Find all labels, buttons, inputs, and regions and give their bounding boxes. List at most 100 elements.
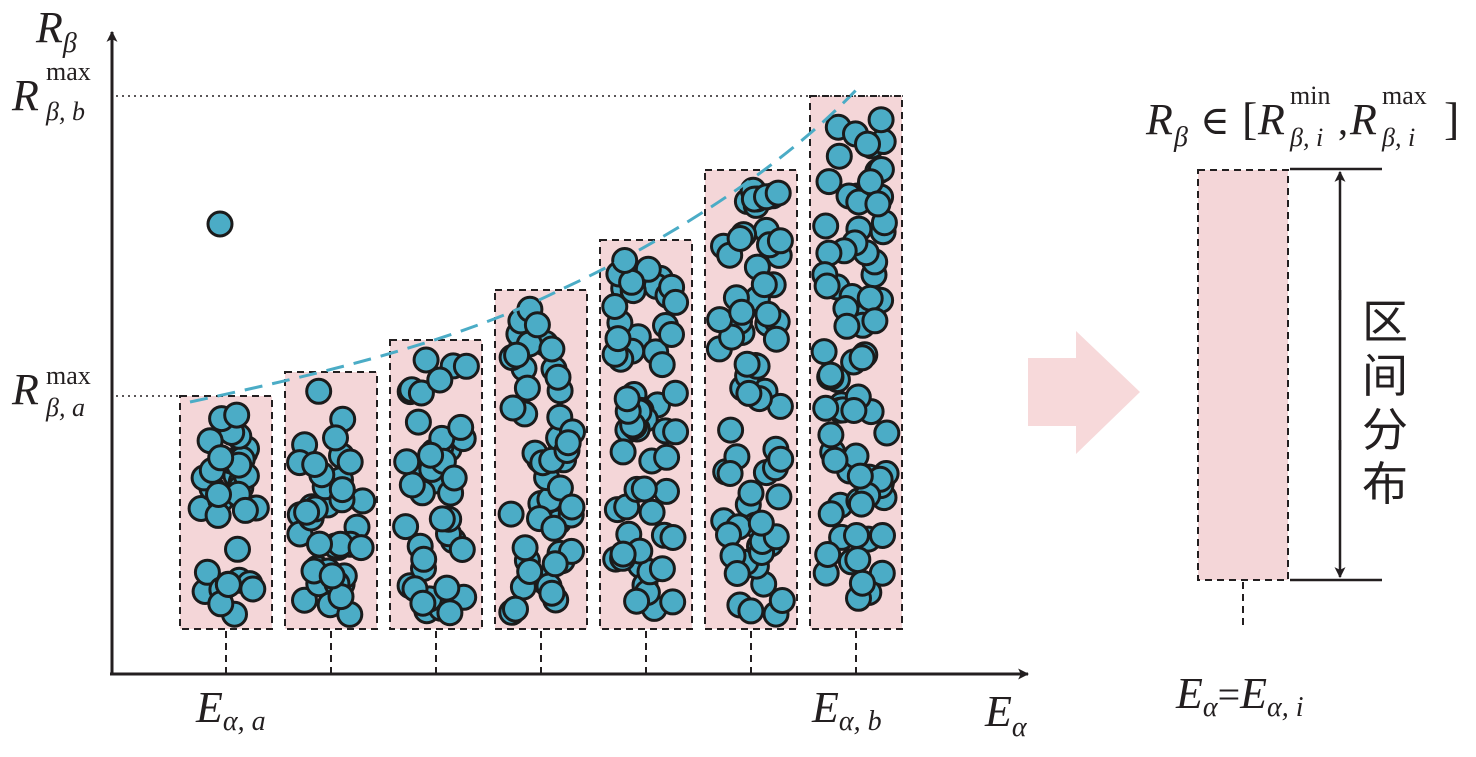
sample-point xyxy=(817,421,845,449)
sample-point xyxy=(428,505,456,533)
sample-point xyxy=(511,534,539,562)
sample-point xyxy=(765,483,793,511)
sample-point xyxy=(848,344,876,372)
tick-dashes xyxy=(225,631,857,674)
sample-point xyxy=(452,352,480,380)
sample-point xyxy=(293,498,321,526)
sample-point xyxy=(623,587,651,615)
sample-point xyxy=(812,394,840,422)
interval-box xyxy=(1197,169,1289,581)
sample-point xyxy=(407,379,435,407)
interval-distribution-label: 区 间 分 布 xyxy=(1362,295,1408,511)
svg-text:β, i: β, i xyxy=(1381,123,1415,152)
sample-point xyxy=(541,550,569,578)
sample-point xyxy=(447,413,475,441)
e-alpha-equals-label: Eα=Eα, i xyxy=(1175,669,1304,723)
sample-point xyxy=(426,366,454,394)
sample-point xyxy=(417,441,445,469)
sample-point xyxy=(604,325,632,353)
sample-point xyxy=(848,569,876,597)
sample-point xyxy=(648,351,676,379)
sample-point xyxy=(440,464,468,492)
svg-text:R: R xyxy=(11,365,39,414)
sample-point xyxy=(630,475,658,503)
sample-point xyxy=(538,579,566,607)
sample-point xyxy=(747,509,775,537)
sample-point xyxy=(867,106,895,134)
transition-arrow xyxy=(1028,331,1140,454)
sample-point xyxy=(336,448,364,476)
svg-text:布: 布 xyxy=(1362,457,1408,511)
sample-point xyxy=(817,500,845,528)
sample-point xyxy=(412,346,440,374)
sample-point xyxy=(869,522,896,549)
svg-text:区: 区 xyxy=(1362,295,1408,349)
sample-point xyxy=(301,451,329,478)
sample-point xyxy=(613,385,641,413)
envelope-curve xyxy=(189,86,860,404)
sample-point xyxy=(653,443,681,471)
sample-point xyxy=(767,445,795,473)
sample-point xyxy=(306,530,333,558)
sample-point xyxy=(728,298,756,326)
sample-point xyxy=(750,271,778,299)
vertical-label-bg xyxy=(1355,290,1415,500)
sample-point xyxy=(716,460,744,487)
sample-point xyxy=(544,363,572,391)
sample-point xyxy=(558,493,586,521)
sample-point xyxy=(723,560,751,587)
svg-text:min: min xyxy=(1290,81,1330,110)
sample-point xyxy=(433,574,461,602)
sample-point xyxy=(318,562,346,590)
sample-point xyxy=(764,179,792,207)
sample-point xyxy=(840,397,868,424)
sample-point xyxy=(766,227,794,255)
sample-point xyxy=(193,558,221,586)
sample-point xyxy=(328,476,356,504)
sample-point xyxy=(737,479,765,507)
sample-point xyxy=(223,401,251,429)
right-panel: R β ∈ [ R min β, i , R max β, i ] 区 间 分 xyxy=(1145,81,1459,723)
sample-point xyxy=(717,416,745,444)
sample-point xyxy=(658,321,685,348)
sample-point xyxy=(601,293,629,320)
sample-point xyxy=(810,338,838,366)
sample-point xyxy=(847,490,875,518)
sample-point xyxy=(538,335,566,363)
sample-point xyxy=(861,307,889,335)
sample-point xyxy=(239,575,267,603)
sample-point xyxy=(814,541,842,568)
sample-point xyxy=(611,247,639,274)
sample-point xyxy=(813,272,841,300)
sample-point xyxy=(638,498,666,526)
sample-point xyxy=(659,524,687,551)
sample-point xyxy=(825,142,853,170)
sample-point xyxy=(815,239,843,267)
sample-point xyxy=(540,514,568,542)
sample-point xyxy=(653,477,680,505)
sample-point xyxy=(706,306,734,334)
sample-point xyxy=(410,545,438,573)
sample-point xyxy=(502,595,529,623)
svg-text:,: , xyxy=(1338,98,1348,143)
sample-point xyxy=(864,190,892,218)
x-axis-label: Eα xyxy=(984,687,1028,743)
sample-point xyxy=(609,438,637,466)
r-max-a-label: R max β, a xyxy=(11,361,91,422)
svg-text:β, b: β, b xyxy=(45,97,85,126)
svg-text:分: 分 xyxy=(1362,403,1408,457)
sample-point xyxy=(497,500,525,528)
sample-point xyxy=(448,536,476,563)
sample-point xyxy=(815,168,843,196)
sample-point xyxy=(733,350,761,378)
svg-text:max: max xyxy=(46,361,91,390)
sample-point xyxy=(821,446,849,474)
r-max-b-label: R max β, b xyxy=(11,57,91,126)
sample-point xyxy=(322,424,349,452)
sample-point xyxy=(523,311,551,339)
sample-point xyxy=(404,408,432,436)
svg-text:β: β xyxy=(1173,122,1188,153)
sample-point xyxy=(609,540,637,568)
sample-point xyxy=(503,341,531,369)
